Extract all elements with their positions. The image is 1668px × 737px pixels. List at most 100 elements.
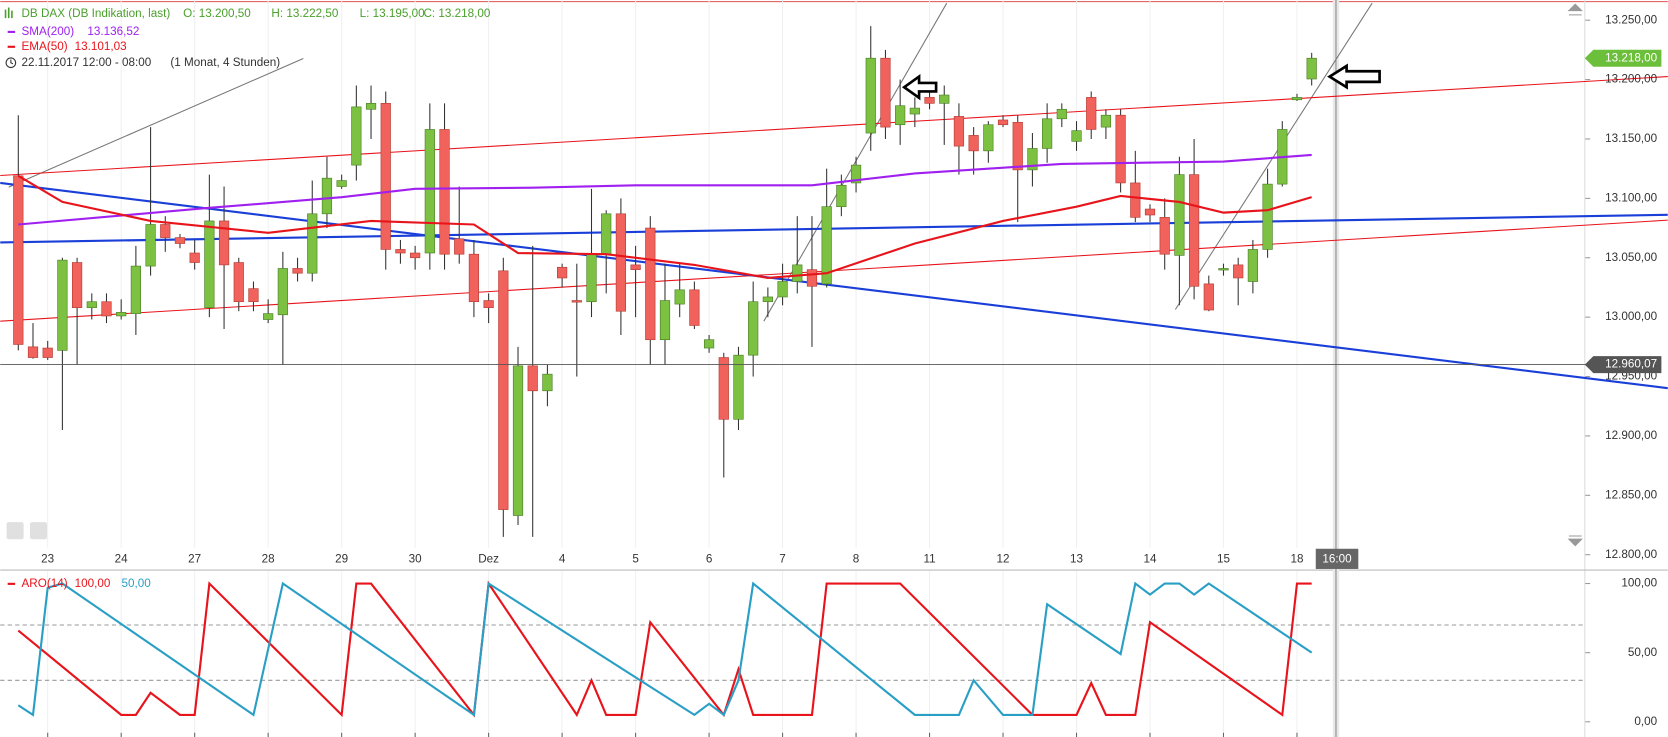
candle-body [71, 262, 83, 308]
candle-body [27, 346, 39, 358]
indicator-value: 100,00 [75, 577, 111, 590]
x-tick-label: 4 [559, 552, 566, 565]
y-tick-label: 12.850,00 [1605, 488, 1657, 501]
candle-body [116, 312, 127, 317]
candle-body [13, 175, 24, 345]
resistance-line [0, 181, 1668, 390]
legend-name: SMA(200) [21, 25, 74, 38]
candle-body [703, 339, 715, 349]
x-tick-label: 24 [115, 552, 129, 565]
scroll-up[interactable] [1567, 3, 1583, 16]
candle-body [145, 224, 156, 267]
x-tick-label: 5 [632, 552, 639, 565]
x-tick-label: 13 [1070, 552, 1083, 565]
y-tick-label: 13.250,00 [1605, 13, 1657, 26]
candle-body [1159, 217, 1170, 255]
candle-body [880, 57, 891, 128]
candle-body [1144, 208, 1156, 216]
candle-body [1188, 174, 1200, 287]
candle-body [292, 268, 303, 274]
candle-body [953, 116, 965, 147]
candle-body [792, 264, 803, 282]
candle-body [1071, 130, 1082, 142]
candle-body [86, 301, 97, 308]
time-label-box [1315, 548, 1359, 569]
candle-body [1056, 108, 1067, 120]
overlay-line [17, 174, 1312, 280]
candle-body [42, 347, 53, 358]
overlay-line [18, 153, 1312, 226]
price-tag-label: 12.960,07 [1605, 358, 1657, 371]
x-tick-label: 7 [779, 552, 786, 565]
candle-body [1027, 148, 1038, 171]
indicator-line [17, 581, 1313, 717]
candle-body [351, 106, 362, 166]
candle-body [174, 237, 186, 244]
candle-body [586, 253, 597, 303]
arrow-annotation [1327, 63, 1381, 90]
y-tick-label: 0,00 [1634, 715, 1657, 728]
candle-body [1100, 114, 1112, 128]
candle-body [218, 220, 230, 266]
indicator-line [17, 580, 1312, 718]
candle-body [615, 213, 627, 312]
chart-icon [4, 7, 13, 19]
candle-body [263, 313, 274, 320]
candle-body [1262, 183, 1273, 250]
indicator-name: ARO(14) [21, 577, 67, 590]
candle-body [557, 266, 568, 279]
candle-body [762, 296, 773, 303]
candle-body [939, 94, 950, 104]
candle-body [1306, 57, 1317, 80]
candle-body [454, 238, 465, 255]
candle-body [1247, 249, 1258, 282]
candle-body [689, 289, 700, 326]
legend-name: EMA(50) [21, 40, 67, 53]
indicator-value: 50,00 [121, 577, 151, 590]
candle-body [968, 135, 979, 152]
date-range: 22.11.2017 12:00 - 08:00 [21, 56, 151, 69]
y-tick-label: 13.100,00 [1605, 191, 1657, 204]
x-tick-label: 14 [1143, 552, 1156, 565]
candle-body [248, 288, 259, 303]
candle-body [674, 289, 685, 305]
legend-value: 13.101,03 [75, 40, 127, 53]
price-tag [1584, 49, 1662, 67]
x-tick-label: 8 [853, 552, 860, 565]
candle-body [1042, 118, 1053, 149]
candle-body [836, 184, 847, 208]
scroll-down[interactable] [1567, 535, 1583, 547]
y-tick-label: 12.900,00 [1605, 429, 1657, 442]
menu-button[interactable] [30, 522, 48, 540]
candle-body [1012, 122, 1023, 171]
y-tick-label: 12.800,00 [1605, 548, 1657, 561]
candle-body [1291, 97, 1303, 101]
candle-body [1130, 182, 1141, 218]
candle-body [630, 264, 641, 270]
candle-body [659, 300, 671, 341]
ohlc-close: C: 13.218,00 [423, 7, 490, 20]
x-tick-label: 18 [1290, 552, 1303, 565]
candle-body [321, 177, 333, 215]
price-tag-label: 13.218,00 [1605, 51, 1657, 64]
grid [0, 0, 1591, 737]
time-label: 16:00 [1322, 552, 1352, 565]
candle-body [527, 365, 538, 392]
zoom-button[interactable] [6, 522, 24, 540]
period: (1 Monat, 4 Stunden) [170, 56, 280, 69]
support-line [0, 213, 1668, 244]
clock-icon [5, 57, 17, 69]
ohlc-open: O: 13.200,50 [183, 7, 251, 20]
candle-body [410, 252, 421, 259]
instrument-title: DB DAX (DB Indikation, last) [21, 7, 170, 20]
candle-body [748, 301, 759, 356]
candle-body [57, 259, 68, 351]
y-tick-label: 13.200,00 [1605, 73, 1657, 86]
candle-body [777, 281, 788, 298]
candle-body [101, 301, 112, 317]
ohlc-low: L: 13.195,00 [360, 7, 425, 20]
y-tick-label: 13.150,00 [1605, 132, 1657, 145]
